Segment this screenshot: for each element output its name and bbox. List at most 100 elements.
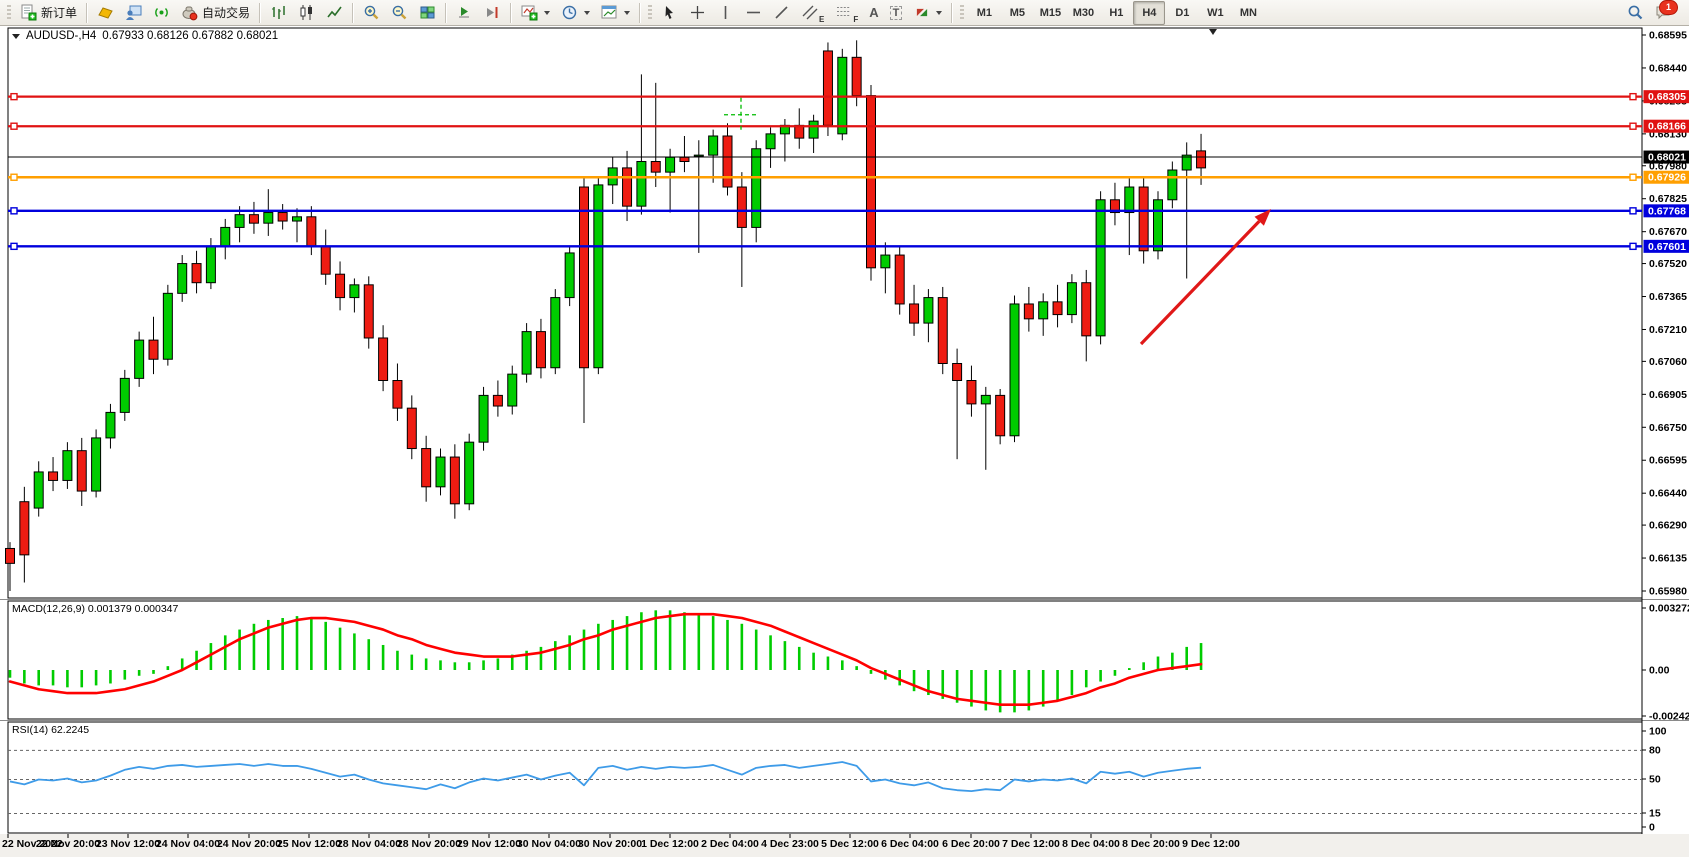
timeframe-w1-button[interactable]: W1: [1207, 6, 1224, 19]
price-tick-label: 0.67670: [1649, 226, 1687, 238]
time-tick-label: 24 Nov 20:00: [217, 838, 281, 850]
timeframe-m5-button[interactable]: M5: [1009, 6, 1026, 19]
equidistant-channel-icon: [801, 4, 818, 21]
periods-button[interactable]: [556, 1, 595, 25]
candle: [995, 394, 1006, 437]
cursor-icon: [661, 4, 678, 21]
market-watch-icon: [97, 4, 114, 21]
candle: [5, 547, 15, 564]
tile-windows-icon: [419, 4, 436, 21]
candle: [550, 297, 561, 369]
fibonacci-tool-button[interactable]: F: [830, 1, 863, 25]
time-tick-label: 5 Dec 12:00: [821, 838, 879, 850]
vertical-line-tool-button[interactable]: [712, 1, 739, 25]
line-handle[interactable]: [1629, 92, 1637, 101]
chart-title: AUDUSD-,H4 0.67933 0.68126 0.67882 0.680…: [12, 30, 278, 42]
candle: [579, 186, 589, 369]
price-tick-label: 0.68440: [1649, 62, 1687, 74]
arrows-shapes-icon: [913, 4, 930, 21]
line-handle[interactable]: [1629, 207, 1637, 215]
time-tick-label: 30 Nov 20:00: [578, 838, 642, 850]
vertical-line-icon: [717, 4, 734, 21]
toolbar-grip[interactable]: [7, 4, 11, 21]
line-handle[interactable]: [10, 173, 18, 181]
expand-triangle-icon[interactable]: [12, 33, 20, 39]
candle: [679, 156, 690, 163]
ohlc-values: 0.67933 0.68126 0.67882 0.68021: [102, 30, 279, 42]
chevron-down-icon: [544, 10, 551, 15]
notifications-button[interactable]: 1: [1650, 0, 1678, 25]
candle: [909, 303, 920, 324]
auto-scroll-button[interactable]: [451, 1, 478, 25]
current-price-label: [1643, 150, 1689, 164]
candle: [736, 186, 747, 228]
candle: [320, 246, 331, 275]
trendline-tool-button[interactable]: [768, 1, 795, 25]
candle: [650, 161, 661, 173]
separator: [445, 2, 448, 23]
candle: [1009, 303, 1020, 437]
line-handle[interactable]: [1629, 173, 1637, 181]
line-handle[interactable]: [1629, 122, 1637, 130]
clock-icon: [561, 4, 578, 21]
text-tool-button[interactable]: A: [864, 1, 883, 25]
templates-button[interactable]: [596, 1, 635, 25]
trend-arrow-head[interactable]: [1254, 209, 1271, 226]
chart-shift-button[interactable]: [479, 1, 506, 25]
signals-icon: [153, 4, 170, 21]
candle: [535, 331, 546, 369]
timeframe-h4-button[interactable]: H4: [1133, 0, 1166, 25]
candle: [91, 437, 102, 492]
candle: [306, 216, 317, 248]
market-watch-button[interactable]: [92, 1, 119, 25]
price-tick-label: 0.67365: [1649, 291, 1687, 303]
line-handle[interactable]: [10, 242, 18, 251]
line-handle[interactable]: [10, 207, 18, 215]
templates-icon: [601, 4, 618, 21]
line-handle[interactable]: [10, 122, 18, 130]
candlestick-chart-button[interactable]: [293, 1, 320, 25]
trend-arrow[interactable]: [1139, 220, 1261, 346]
channel-tool-button[interactable]: E: [796, 1, 829, 25]
chart-shift-marker[interactable]: [1209, 29, 1217, 35]
indicators-button[interactable]: [516, 1, 555, 25]
signals-button[interactable]: [148, 1, 175, 25]
autotrade-button[interactable]: 自动交易: [176, 1, 255, 25]
search-button[interactable]: [1622, 1, 1649, 25]
timeframe-mn-button[interactable]: MN: [1239, 6, 1257, 19]
terminal-button[interactable]: [120, 1, 147, 25]
horizontal-line-tool-button[interactable]: [740, 1, 767, 25]
line-handle[interactable]: [1629, 242, 1637, 251]
timeframe-m15-button[interactable]: M15: [1039, 6, 1062, 19]
time-axis-strip: [0, 834, 1689, 857]
new-order-button[interactable]: 新订单: [15, 1, 82, 25]
candle: [1023, 303, 1034, 320]
tile-windows-button[interactable]: [414, 1, 441, 25]
level-price-text: 0.68305: [1648, 91, 1686, 103]
toolbar-grip[interactable]: [960, 4, 965, 21]
price-tick-label: 0.66905: [1649, 389, 1687, 401]
cursor-tool-button[interactable]: [656, 1, 683, 25]
label-tool-button[interactable]: T: [885, 1, 908, 25]
candle: [822, 50, 833, 126]
candle: [62, 450, 73, 481]
line-handle[interactable]: [10, 92, 18, 101]
zoom-in-button[interactable]: [358, 1, 385, 25]
crosshair-tool-button[interactable]: [684, 1, 711, 25]
timeframe-m1-button[interactable]: M1: [976, 6, 993, 19]
fibonacci-icon: [835, 4, 852, 21]
shapes-tool-button[interactable]: [908, 1, 947, 25]
zoom-out-button[interactable]: [386, 1, 413, 25]
level-price-label: [1643, 239, 1689, 253]
toolbar-grip[interactable]: [648, 4, 653, 21]
timeframe-d1-button[interactable]: D1: [1175, 6, 1190, 19]
time-tick-label: 23 Nov 12:00: [96, 838, 160, 850]
line-chart-button[interactable]: [321, 1, 348, 25]
price-tick-label: 0.67520: [1649, 258, 1687, 270]
timeframe-m30-button[interactable]: M30: [1072, 6, 1095, 19]
bar-chart-button[interactable]: [265, 1, 292, 25]
candle: [349, 284, 360, 299]
candle: [435, 456, 446, 488]
timeframe-h1-button[interactable]: H1: [1109, 6, 1124, 19]
